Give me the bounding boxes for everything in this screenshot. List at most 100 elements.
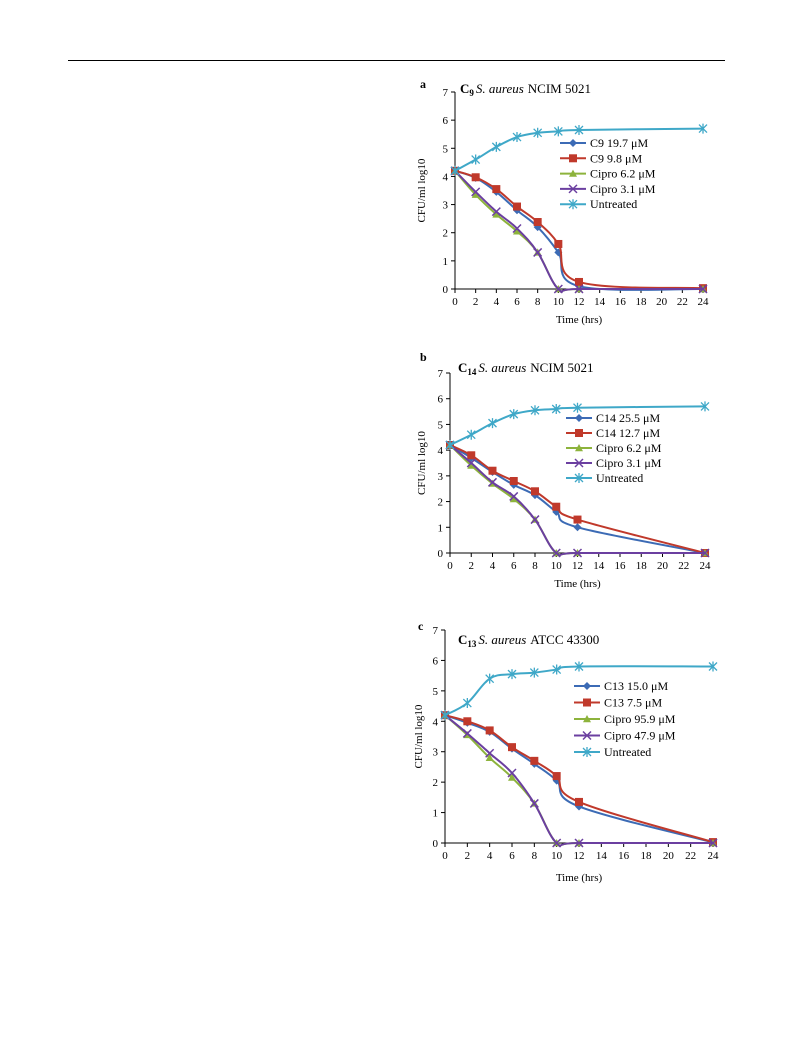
data-point (708, 661, 718, 672)
x-tick-label: 18 (636, 560, 648, 572)
x-tick-label: 22 (685, 850, 696, 862)
y-tick-label: 6 (438, 394, 444, 406)
legend-item: C13 7.5 μM (574, 696, 662, 710)
legend-item: Cipro 3.1 μM (566, 456, 662, 470)
x-tick-label: 4 (494, 296, 500, 308)
y-tick-label: 5 (443, 143, 449, 155)
y-tick-label: 2 (433, 777, 439, 789)
y-tick-label: 7 (443, 87, 449, 99)
x-tick-label: 0 (447, 560, 453, 572)
data-point (509, 477, 518, 485)
y-tick-label: 2 (443, 228, 449, 240)
x-tick-label: 16 (615, 296, 627, 308)
legend-label: Cipro 3.1 μM (596, 456, 662, 470)
x-tick-label: 20 (657, 560, 669, 572)
x-tick-label: 0 (452, 296, 458, 308)
legend-item: Untreated (566, 471, 643, 485)
x-tick-label: 20 (656, 296, 668, 308)
title-species: S. aureus (478, 632, 526, 647)
data-point (552, 502, 561, 511)
data-point (467, 451, 476, 460)
panel-letter: a (420, 77, 426, 91)
series-4 (445, 401, 710, 450)
data-point (530, 756, 539, 765)
data-point (507, 669, 517, 680)
y-tick-label: 2 (438, 497, 444, 509)
legend-marker (568, 199, 578, 210)
data-point (553, 284, 563, 294)
title-species: S. aureus (476, 81, 524, 96)
data-point (529, 798, 539, 808)
header-rule (68, 60, 725, 61)
y-tick-label: 1 (443, 256, 449, 268)
data-point (574, 124, 584, 135)
data-point (700, 548, 710, 558)
legend-label: C13 7.5 μM (604, 696, 662, 710)
y-tick-label: 3 (438, 471, 444, 483)
data-point (492, 210, 501, 218)
x-tick-label: 8 (532, 560, 538, 572)
x-tick-label: 2 (469, 560, 475, 572)
y-tick-label: 0 (438, 548, 444, 560)
data-point (491, 141, 501, 152)
legend-item: Cipro 47.9 μM (574, 729, 676, 743)
data-point (551, 548, 561, 558)
data-point (507, 768, 517, 778)
legend-label: C9 19.7 μM (590, 136, 648, 150)
series-line (444, 665, 714, 717)
x-axis-label: Time (hrs) (556, 872, 603, 884)
data-point (508, 773, 516, 781)
x-tick-label: 10 (551, 850, 563, 862)
title-strain: ATCC 43300 (530, 632, 599, 647)
x-tick-label: 4 (490, 560, 496, 572)
data-point (530, 515, 540, 525)
legend-label: C9 9.8 μM (590, 151, 642, 165)
series-line (454, 127, 704, 172)
chart-title: C14 S. aureus NCIM 5021 (458, 360, 594, 377)
x-tick-label: 10 (551, 560, 563, 572)
series-4 (450, 123, 708, 176)
data-point (512, 223, 522, 234)
legend-marker (575, 444, 583, 452)
data-point (530, 405, 540, 416)
legend-item: C9 19.7 μM (560, 136, 648, 150)
data-point (551, 404, 561, 414)
series-2 (441, 711, 717, 848)
x-tick-label: 24 (700, 560, 712, 572)
legend-item: Cipro 3.1 μM (560, 182, 656, 196)
title-strain: NCIM 5021 (528, 81, 591, 96)
x-tick-label: 2 (473, 296, 479, 308)
x-tick-label: 14 (594, 296, 606, 308)
data-point (708, 838, 718, 848)
chart-panel-b: 0 1 2 3 4 5 6 7 0 2 4 6 8 10 12 14 16 18 20 22 24 Time (hrs) C… (400, 350, 730, 598)
data-point (488, 466, 497, 475)
data-point (700, 401, 710, 412)
data-point (575, 277, 583, 286)
x-tick-label: 2 (465, 850, 471, 862)
y-tick-label: 7 (433, 625, 439, 637)
panel-letter: b (420, 350, 427, 364)
legend-marker (583, 682, 591, 690)
y-tick-label: 3 (443, 200, 449, 212)
title-compound: C (458, 360, 467, 375)
y-tick-label: 1 (433, 808, 439, 820)
y-tick-label: 7 (438, 368, 444, 380)
data-point (485, 748, 495, 758)
legend-marker (575, 414, 583, 422)
legend-item: C14 12.7 μM (566, 426, 660, 440)
x-tick-label: 16 (618, 850, 630, 862)
legend-marker (569, 169, 577, 177)
data-point (509, 409, 519, 420)
data-point (574, 661, 584, 672)
x-tick-label: 18 (641, 850, 653, 862)
data-point (485, 726, 494, 735)
data-point (512, 132, 522, 143)
data-point (471, 173, 480, 182)
legend-label: Cipro 95.9 μM (604, 712, 676, 726)
y-tick-label: 1 (438, 522, 444, 534)
x-tick-label: 8 (532, 850, 538, 862)
y-tick-label: 6 (433, 655, 439, 667)
series-4 (440, 661, 718, 721)
